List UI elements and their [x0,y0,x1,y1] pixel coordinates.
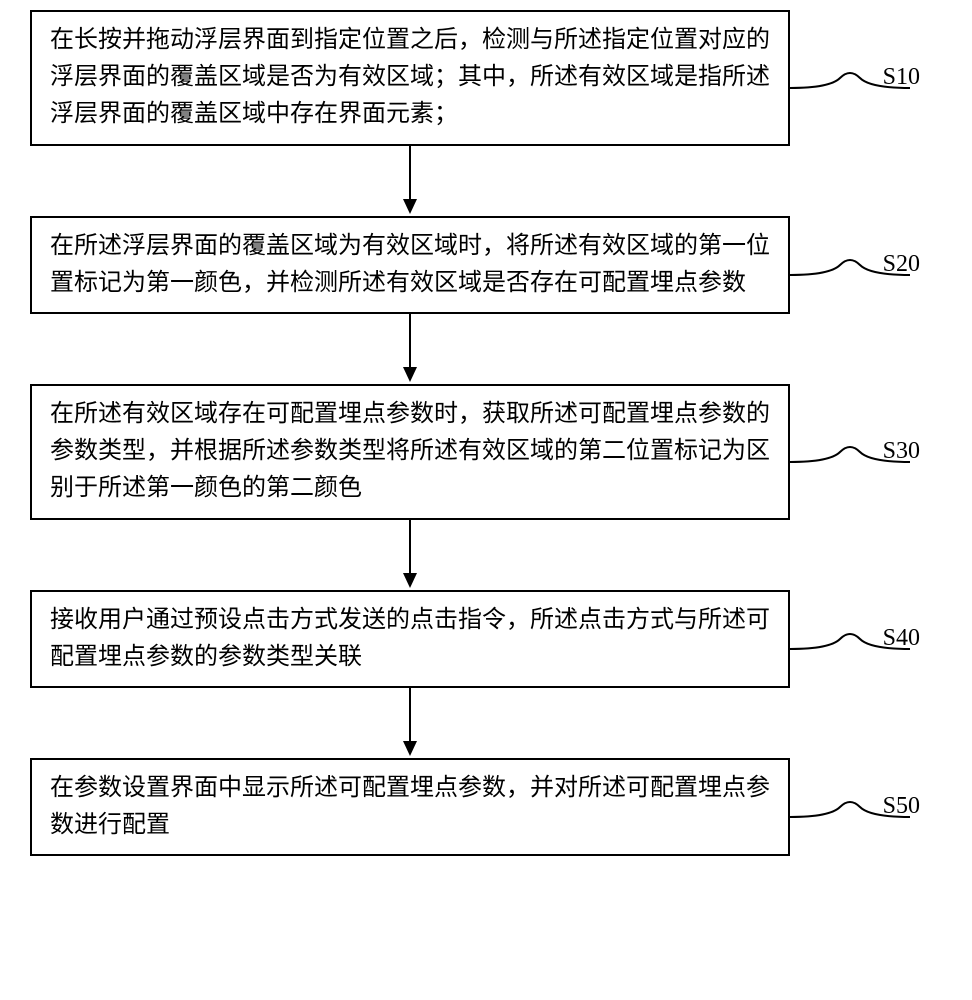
arrow-down-icon [400,314,420,384]
label-connector-s10: S10 [790,58,910,98]
arrow-down-icon [400,146,420,216]
label-connector-s40: S40 [790,619,910,659]
arrow-down-icon [400,688,420,758]
step-box-s40: 接收用户通过预设点击方式发送的点击指令，所述点击方式与所述可配置埋点参数的参数类… [30,590,790,688]
step-text-s20: 在所述浮层界面的覆盖区域为有效区域时，将所述有效区域的第一位置标记为第一颜色，并… [50,228,770,302]
step-row-s10: 在长按并拖动浮层界面到指定位置之后，检测与所述指定位置对应的浮层界面的覆盖区域是… [30,10,930,146]
step-label-s10: S10 [883,64,920,91]
step-row-s50: 在参数设置界面中显示所述可配置埋点参数，并对所述可配置埋点参数进行配置 S50 [30,758,930,856]
step-box-s50: 在参数设置界面中显示所述可配置埋点参数，并对所述可配置埋点参数进行配置 [30,758,790,856]
label-connector-s30: S30 [790,432,910,472]
label-connector-s50: S50 [790,787,910,827]
step-label-s30: S30 [883,438,920,465]
arrow-s40-s50 [30,688,790,758]
flowchart-container: 在长按并拖动浮层界面到指定位置之后，检测与所述指定位置对应的浮层界面的覆盖区域是… [30,10,930,856]
step-row-s40: 接收用户通过预设点击方式发送的点击指令，所述点击方式与所述可配置埋点参数的参数类… [30,590,930,688]
step-label-s40: S40 [883,625,920,652]
arrow-s30-s40 [30,520,790,590]
step-row-s30: 在所述有效区域存在可配置埋点参数时，获取所述可配置埋点参数的参数类型，并根据所述… [30,384,930,520]
arrow-s10-s20 [30,146,790,216]
step-label-s20: S20 [883,251,920,278]
step-box-s30: 在所述有效区域存在可配置埋点参数时，获取所述可配置埋点参数的参数类型，并根据所述… [30,384,790,520]
step-row-s20: 在所述浮层界面的覆盖区域为有效区域时，将所述有效区域的第一位置标记为第一颜色，并… [30,216,930,314]
step-text-s10: 在长按并拖动浮层界面到指定位置之后，检测与所述指定位置对应的浮层界面的覆盖区域是… [50,22,770,134]
step-text-s40: 接收用户通过预设点击方式发送的点击指令，所述点击方式与所述可配置埋点参数的参数类… [50,602,770,676]
label-connector-s20: S20 [790,245,910,285]
step-box-s10: 在长按并拖动浮层界面到指定位置之后，检测与所述指定位置对应的浮层界面的覆盖区域是… [30,10,790,146]
step-box-s20: 在所述浮层界面的覆盖区域为有效区域时，将所述有效区域的第一位置标记为第一颜色，并… [30,216,790,314]
step-text-s30: 在所述有效区域存在可配置埋点参数时，获取所述可配置埋点参数的参数类型，并根据所述… [50,396,770,508]
step-text-s50: 在参数设置界面中显示所述可配置埋点参数，并对所述可配置埋点参数进行配置 [50,770,770,844]
arrow-down-icon [400,520,420,590]
step-label-s50: S50 [883,793,920,820]
arrow-s20-s30 [30,314,790,384]
